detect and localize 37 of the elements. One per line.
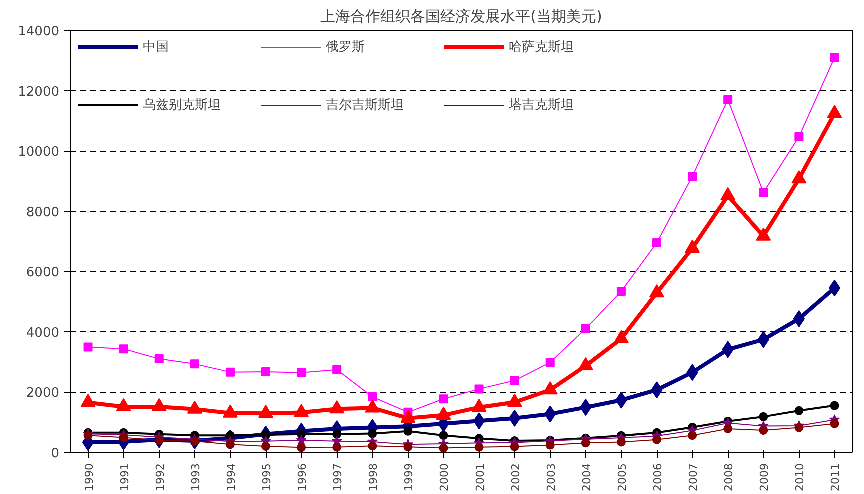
y-tick-label: 2000 bbox=[26, 386, 60, 402]
x-tick-label: 2000 bbox=[438, 463, 452, 492]
x-tick-label: 1990 bbox=[82, 463, 96, 492]
x-tick-label: 2002 bbox=[509, 463, 522, 492]
x-tick-label: 1993 bbox=[189, 463, 202, 492]
x-tick-label: 2010 bbox=[794, 463, 807, 492]
chart-title: 上海合作组织各国经济发展水平(当期美元) bbox=[320, 8, 602, 26]
legend-label: 吉尔吉斯斯坦 bbox=[326, 97, 404, 114]
x-tick-label: 1997 bbox=[332, 463, 345, 492]
x-tick-label: 2001 bbox=[474, 463, 487, 492]
x-tick-label: 2011 bbox=[829, 463, 842, 492]
y-tick-label: 12000 bbox=[18, 84, 60, 100]
x-tick-label: 1992 bbox=[154, 463, 167, 492]
legend-label: 塔吉克斯坦 bbox=[509, 97, 574, 114]
legend-label: 乌兹别克斯坦 bbox=[143, 97, 221, 114]
x-tick-label: 1999 bbox=[402, 463, 416, 492]
x-tick-label: 1998 bbox=[367, 463, 380, 492]
y-tick-label: 10000 bbox=[18, 145, 60, 160]
y-tick-label: 4000 bbox=[26, 326, 60, 341]
x-tick-label: 2004 bbox=[580, 463, 594, 492]
legend-label: 哈萨克斯坦 bbox=[509, 39, 574, 56]
x-tick-label: 2007 bbox=[687, 463, 700, 492]
x-tick-label: 1995 bbox=[260, 463, 274, 492]
y-tick-label: 0 bbox=[51, 446, 60, 462]
legend-label: 中国 bbox=[143, 39, 169, 56]
y-tick-label: 14000 bbox=[18, 24, 60, 40]
legend-label: 俄罗斯 bbox=[326, 39, 365, 56]
x-tick-label: 1994 bbox=[224, 463, 238, 492]
y-tick-label: 6000 bbox=[26, 266, 60, 281]
x-tick-label: 2009 bbox=[758, 463, 772, 492]
x-tick-label: 2003 bbox=[544, 463, 558, 492]
x-tick-label: 2008 bbox=[722, 463, 736, 492]
x-tick-label: 1996 bbox=[296, 463, 310, 492]
x-tick-label: 1991 bbox=[118, 463, 132, 492]
x-tick-label: 2005 bbox=[616, 463, 629, 492]
x-tick-label: 2006 bbox=[652, 463, 664, 492]
y-tick-label: 8000 bbox=[26, 205, 60, 220]
